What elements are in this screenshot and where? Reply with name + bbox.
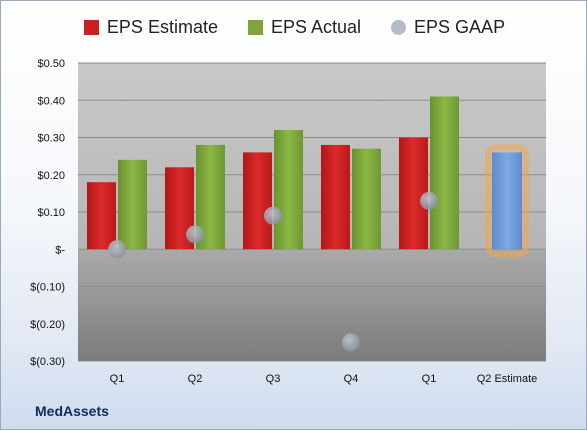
legend-swatch-eps-estimate: [83, 20, 99, 35]
x-axis-ticks: Q1 Q2 Q3 Q4 Q1 Q2 Estimate: [110, 373, 538, 385]
x-tick-label: Q3: [266, 373, 281, 385]
x-tick-label: Q2 Estimate: [477, 373, 538, 385]
legend-label-eps-gaap: EPS GAAP: [414, 17, 506, 37]
legend-swatch-eps-actual: [247, 20, 263, 35]
gaap-marker: [108, 240, 126, 259]
y-tick-label: $0.20: [37, 170, 65, 182]
x-tick-label: Q1: [110, 373, 125, 385]
legend: EPS Estimate EPS Actual EPS GAAP: [1, 17, 587, 38]
y-tick-label: $0.50: [37, 58, 65, 70]
bar-eps-estimate: [321, 144, 350, 250]
gaap-marker: [186, 225, 204, 244]
legend-label-eps-estimate: EPS Estimate: [106, 17, 218, 37]
legend-item-eps-estimate: EPS Estimate: [83, 17, 218, 38]
company-name: MedAssets: [35, 403, 109, 419]
bar-eps-actual: [352, 148, 381, 250]
gaap-markers: [108, 191, 438, 352]
gaap-marker: [264, 206, 282, 225]
bar-eps-actual: [274, 130, 303, 250]
x-tick-label: Q1: [422, 373, 437, 385]
y-tick-label: $(0.10): [30, 282, 65, 294]
bar-eps-estimate: [399, 137, 428, 250]
bar-q2-estimate: [492, 152, 522, 250]
legend-label-eps-actual: EPS Actual: [270, 17, 362, 37]
legend-swatch-eps-gaap: [391, 20, 407, 35]
legend-item-eps-gaap: EPS GAAP: [391, 17, 505, 38]
plot-area-positive: [78, 63, 546, 250]
x-tick-label: Q2: [188, 373, 203, 385]
y-tick-label: $0.10: [37, 207, 65, 219]
y-tick-label: $-: [55, 244, 65, 256]
bar-eps-estimate: [243, 152, 272, 250]
y-tick-label: $(0.30): [30, 356, 65, 368]
legend-item-eps-actual: EPS Actual: [247, 17, 362, 38]
bar-eps-actual: [430, 96, 459, 250]
y-tick-label: $(0.20): [30, 319, 65, 331]
y-tick-label: $0.30: [37, 133, 65, 145]
x-tick-label: Q4: [344, 373, 359, 385]
plot-area-negative: [78, 249, 546, 361]
gaap-marker: [420, 191, 438, 210]
y-axis-ticks: $0.50 $0.40 $0.30 $0.20 $0.10 $- $(0.10) $(0.20…: [30, 58, 65, 368]
bar-eps-actual: [118, 159, 147, 250]
gaap-marker: [342, 333, 360, 352]
bar-eps-estimate: [87, 182, 116, 250]
highlight-glow: [485, 144, 529, 258]
gridlines: [78, 62, 546, 362]
y-tick-label: $0.40: [37, 95, 65, 107]
